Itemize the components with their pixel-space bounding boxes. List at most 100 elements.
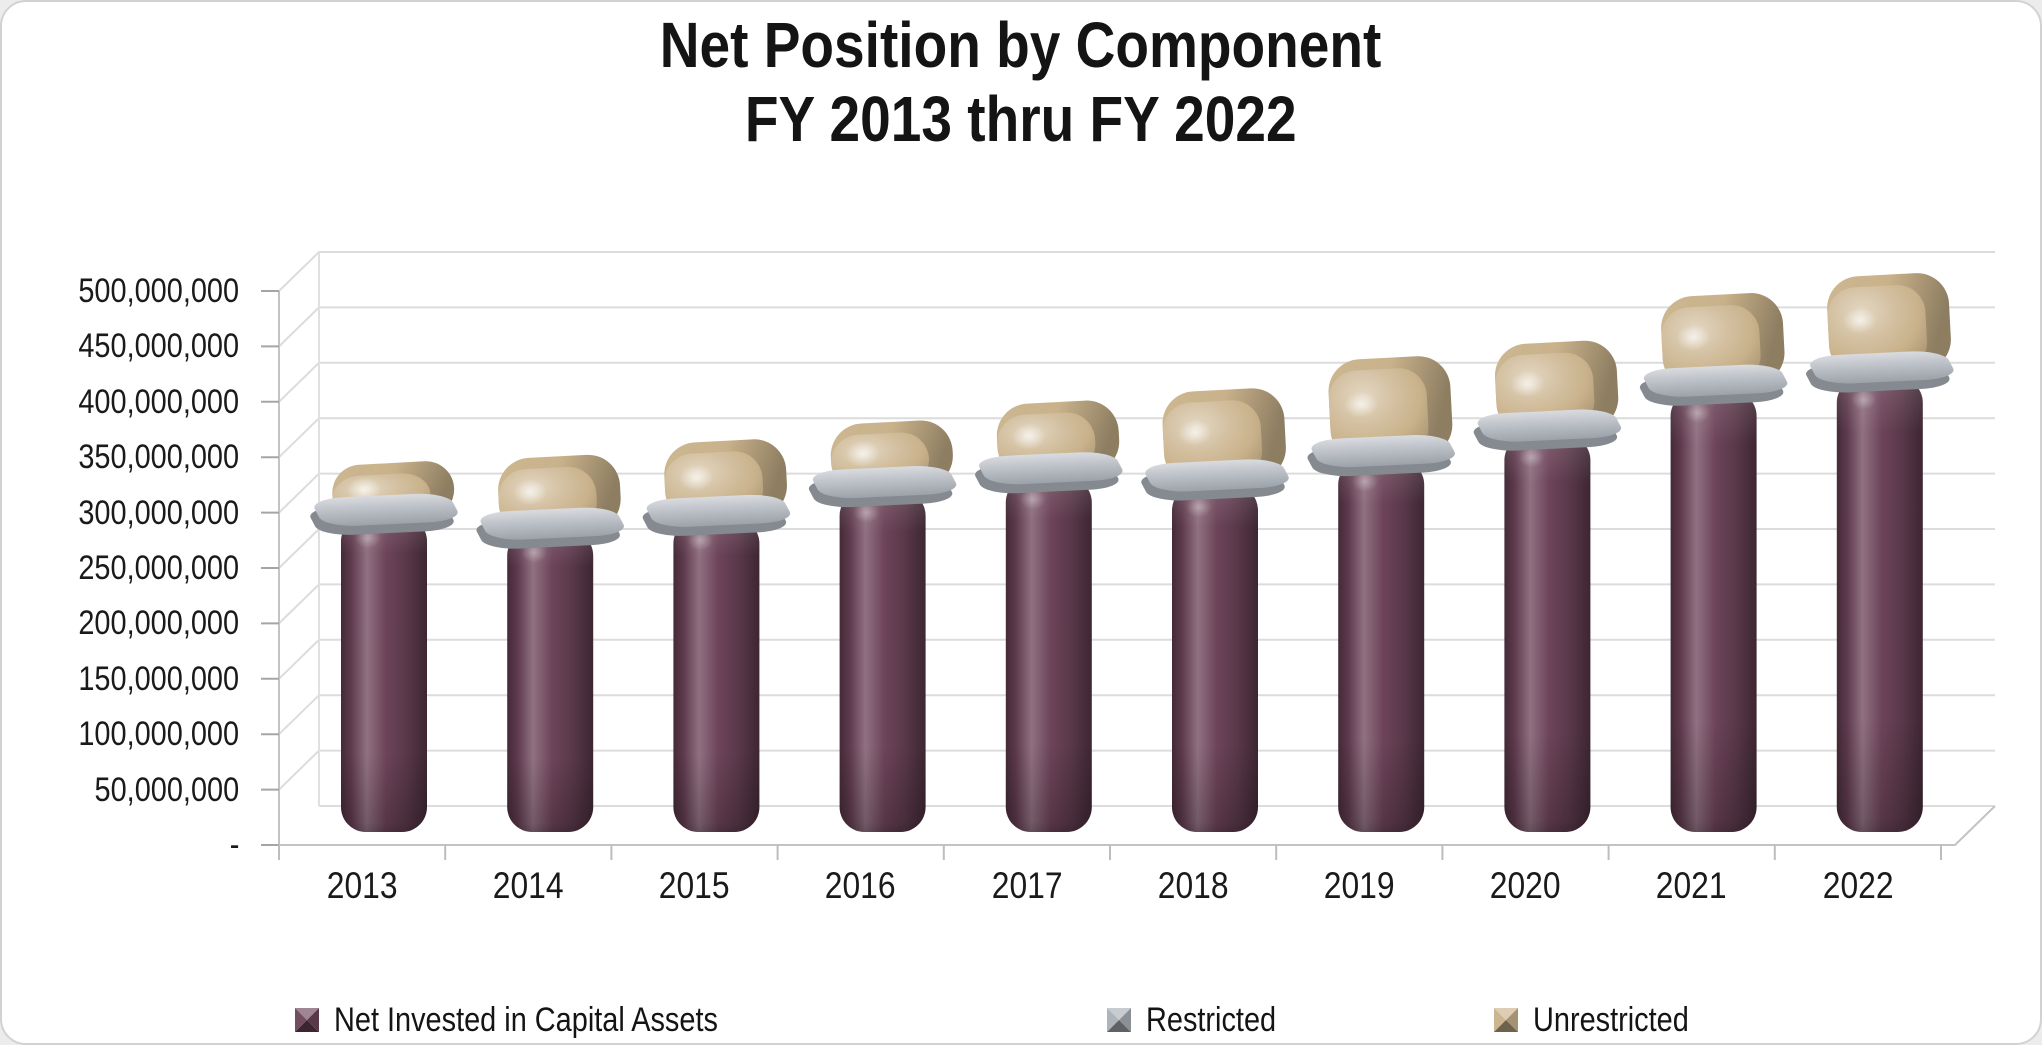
segment-restricted-2015 [642, 494, 791, 536]
plate-top [979, 452, 1123, 485]
cap-highlight [1842, 307, 1877, 334]
cap-highlight [679, 464, 714, 491]
bar-2013 [310, 461, 458, 832]
x-axis-line [279, 805, 1996, 846]
legend: Net Invested in Capital Assets Restricte… [2, 1000, 2040, 1040]
body-highlight [1352, 471, 1379, 492]
segment-shading [839, 490, 926, 832]
y-axis-label: 300,000,000 [78, 493, 239, 532]
y-axis-label: 500,000,000 [78, 272, 239, 310]
body-highlight [1518, 447, 1545, 468]
segment-shading [1670, 391, 1757, 832]
segment-shading [1172, 485, 1258, 832]
x-axis-label-2016: 2016 [825, 865, 896, 906]
swatch-facet [1494, 1008, 1506, 1032]
legend-item-unrestricted: Unrestricted [1494, 1000, 1716, 1040]
y-axis-label: 250,000,000 [78, 549, 239, 587]
plate-top [646, 494, 791, 527]
x-axis-label-2021: 2021 [1656, 865, 1727, 906]
cap-highlight [1011, 423, 1046, 450]
swatch-facet [295, 1008, 307, 1032]
cap-highlight [1676, 324, 1711, 351]
swatch-facet [1494, 1008, 1518, 1020]
segment-restricted-2022 [1806, 351, 1954, 393]
x-axis-label-2015: 2015 [658, 865, 730, 906]
plate-top [480, 507, 624, 540]
y-axis-label: - [229, 826, 239, 864]
bar-2020 [1473, 340, 1622, 832]
cap-highlight [513, 479, 548, 506]
segment-restricted-2019 [1307, 435, 1455, 477]
body-highlight [1019, 489, 1046, 510]
plate-top [812, 466, 957, 499]
segment-shading [341, 516, 427, 832]
legend-swatch-restricted-icon [1107, 1008, 1131, 1032]
bar-2017 [975, 400, 1123, 832]
cap-highlight [1510, 371, 1545, 398]
swatch-facet [295, 1008, 319, 1020]
y-axis-label: 450,000,000 [78, 327, 239, 366]
segment-shading [1504, 435, 1591, 832]
swatch-facet [1119, 1008, 1131, 1032]
x-axis-label-2017: 2017 [991, 865, 1063, 906]
swatch-facet [1107, 1008, 1131, 1020]
segment-restricted-2018 [1141, 459, 1289, 501]
legend-swatch-net-invested-icon [295, 1008, 319, 1032]
y-axis-label: 200,000,000 [78, 604, 239, 643]
legend-label-net-invested: Net Invested in Capital Assets [334, 1000, 718, 1039]
x-axis-label-2019: 2019 [1323, 865, 1395, 906]
chart-title-line1: Net Position by Component [660, 9, 1382, 81]
plate-top [314, 493, 458, 526]
segment-shading [1836, 377, 1923, 832]
legend-swatch-unrestricted-icon [1494, 1008, 1518, 1032]
y-axis-label: 350,000,000 [78, 438, 239, 477]
legend-label-unrestricted: Unrestricted [1533, 1000, 1689, 1039]
swatch-facet [1107, 1008, 1119, 1032]
plate-top [1311, 435, 1455, 468]
y-axis-label: 50,000,000 [94, 770, 239, 809]
x-axis-label-2013: 2013 [326, 865, 398, 906]
swatch-facet [1494, 1020, 1518, 1032]
plate-top [1477, 409, 1622, 442]
segment-restricted-2014 [476, 507, 624, 549]
segment-shading [1005, 477, 1092, 832]
body-highlight [853, 502, 880, 523]
x-axis-label-2022: 2022 [1822, 865, 1894, 906]
x-axis-label-2014: 2014 [492, 865, 564, 906]
bar-2018 [1141, 388, 1289, 832]
x-axis-label-2018: 2018 [1157, 865, 1229, 906]
segment-restricted-2016 [808, 466, 957, 508]
segment-unrestricted-2022 [1827, 273, 1951, 375]
legend-item-net-invested: Net Invested in Capital Assets [295, 1000, 786, 1040]
segment-restricted-2021 [1639, 364, 1788, 406]
swatch-facet [295, 1020, 319, 1032]
segment-restricted-2017 [975, 452, 1123, 494]
y-axis-label: 400,000,000 [78, 382, 239, 421]
swatch-facet [1506, 1008, 1518, 1032]
bar-2014 [476, 454, 624, 832]
bar-2016 [808, 420, 957, 832]
segment-shading [673, 518, 760, 832]
legend-label-restricted: Restricted [1146, 1000, 1277, 1039]
segment-shading [1338, 459, 1425, 832]
cap-highlight [1344, 391, 1379, 418]
swatch-facet [1107, 1020, 1131, 1032]
bar-2015 [642, 439, 791, 832]
segment-shading [507, 530, 594, 832]
swatch-facet [307, 1008, 319, 1032]
y-axis-label: 100,000,000 [78, 715, 239, 754]
chart-title-line2: FY 2013 thru FY 2022 [745, 83, 1297, 155]
bar-2021 [1639, 293, 1788, 832]
legend-item-restricted: Restricted [1107, 1000, 1299, 1040]
y-axis-label: 150,000,000 [78, 659, 239, 698]
segment-restricted-2013 [310, 493, 458, 535]
bar-2019 [1307, 356, 1455, 832]
gridline [278, 251, 1995, 292]
plate-top [1643, 364, 1788, 397]
body-highlight [1684, 403, 1711, 424]
cap-highlight [1178, 419, 1212, 446]
plate-top [1810, 351, 1954, 384]
body-highlight [1850, 389, 1877, 410]
